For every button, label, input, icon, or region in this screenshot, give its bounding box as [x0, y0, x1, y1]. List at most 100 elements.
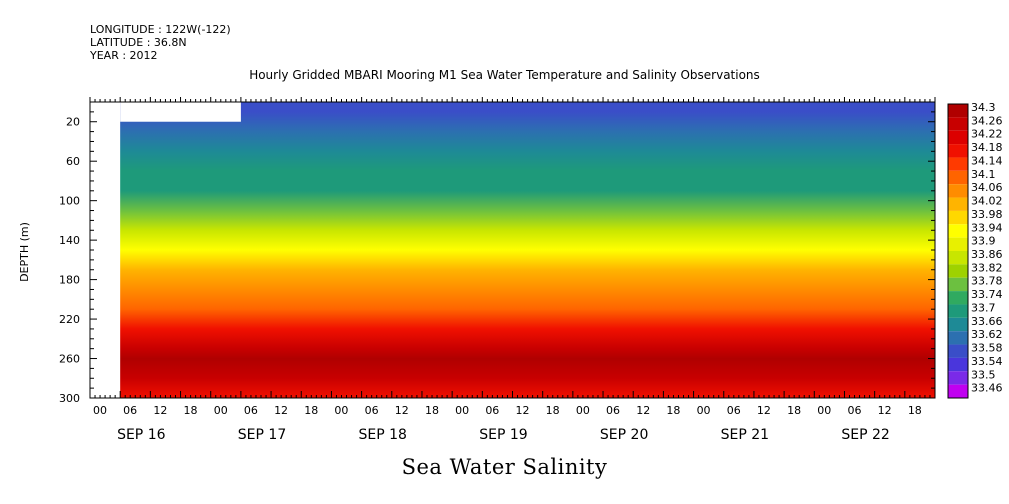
x-axis: 00 06 12 18 00 06 12 18 00 06 12 18 00 06 12 18 00 06 12 18… [89, 97, 936, 443]
x-hour-label: 18 [546, 404, 560, 417]
colorbar-label: 34.14 [971, 154, 1003, 167]
colorbar-swatch [948, 251, 968, 265]
colorbar-label: 33.5 [971, 368, 996, 381]
x-day-label: SEP 19 [479, 427, 527, 443]
colorbar-swatch [948, 184, 968, 198]
x-day-label: SEP 21 [721, 427, 769, 443]
x-hour-label: 00 [214, 404, 228, 417]
colorbar: 34.334.2634.2234.1834.1434.134.0634.0233… [947, 101, 1003, 399]
colorbar-label: 34.02 [971, 195, 1003, 208]
colorbar-swatch [948, 291, 968, 305]
colorbar-swatch [948, 331, 968, 345]
colorbar-label: 33.46 [971, 382, 1003, 395]
x-hour-label: 12 [153, 404, 167, 417]
y-tick-label: 260 [59, 353, 80, 366]
colorbar-swatch [948, 197, 968, 211]
colorbar-label: 33.58 [971, 342, 1003, 355]
x-hour-label: 18 [304, 404, 318, 417]
x-hour-label: 12 [274, 404, 288, 417]
x-hour-label: 06 [606, 404, 620, 417]
y-tick-label: 300 [59, 392, 80, 405]
missing-data-block [120, 102, 241, 122]
x-hour-label: 12 [878, 404, 892, 417]
colorbar-swatch [948, 224, 968, 238]
colorbar-label: 33.82 [971, 261, 1003, 274]
colorbar-label: 34.26 [971, 114, 1003, 127]
x-day-label: SEP 20 [600, 427, 648, 443]
x-hour-label: 00 [817, 404, 831, 417]
colorbar-label: 34.22 [971, 128, 1003, 141]
colorbar-swatch [948, 104, 968, 118]
colorbar-swatch [948, 371, 968, 385]
latitude-label: LATITUDE : 36.8N [90, 36, 187, 49]
x-hour-label: 18 [425, 404, 439, 417]
colorbar-label: 33.98 [971, 208, 1003, 221]
colorbar-label: 33.78 [971, 275, 1003, 288]
x-hour-label: 06 [365, 404, 379, 417]
colorbar-label: 33.94 [971, 221, 1003, 234]
x-hour-label: 12 [636, 404, 650, 417]
colorbar-swatch [948, 304, 968, 318]
x-day-label: SEP 17 [238, 427, 286, 443]
salinity-field [120, 102, 935, 398]
y-tick-label: 20 [66, 116, 80, 129]
colorbar-label: 34.18 [971, 141, 1003, 154]
x-day-label: SEP 22 [841, 427, 889, 443]
main-title: Sea Water Salinity [401, 455, 608, 479]
x-hour-label: 18 [787, 404, 801, 417]
colorbar-label: 33.86 [971, 248, 1003, 261]
contour-field [89, 101, 936, 399]
y-axis: 20 60 100 140 180 220 260 300 [59, 111, 935, 405]
y-tick-label: 140 [59, 234, 80, 247]
colorbar-swatch [948, 264, 968, 278]
y-tick-label: 220 [59, 313, 80, 326]
x-hour-label: 06 [244, 404, 258, 417]
x-hour-label: 00 [93, 404, 107, 417]
x-day-label: SEP 16 [117, 427, 166, 443]
colorbar-swatch [948, 237, 968, 251]
y-tick-label: 100 [59, 195, 80, 208]
colorbar-swatch [948, 277, 968, 292]
colorbar-swatch [948, 344, 968, 358]
x-hour-label: 18 [908, 404, 922, 417]
chart-title: Hourly Gridded MBARI Mooring M1 Sea Wate… [249, 68, 760, 82]
colorbar-label: 34.06 [971, 181, 1003, 194]
x-hour-label: 00 [334, 404, 348, 417]
colorbar-swatch [948, 130, 968, 145]
x-hour-label: 12 [757, 404, 771, 417]
year-label: YEAR : 2012 [90, 49, 158, 62]
colorbar-label: 33.62 [971, 328, 1003, 341]
x-hour-label: 06 [485, 404, 499, 417]
x-hour-label: 06 [847, 404, 861, 417]
x-hour-label: 06 [123, 404, 137, 417]
colorbar-swatch [948, 144, 968, 158]
x-hour-label: 18 [184, 404, 198, 417]
x-hour-label: 12 [516, 404, 530, 417]
x-hour-label: 00 [455, 404, 469, 417]
colorbar-swatch [948, 210, 968, 225]
x-hour-label: 00 [697, 404, 711, 417]
colorbar-frame [947, 103, 969, 399]
colorbar-label: 33.7 [971, 301, 996, 314]
x-day-label: SEP 18 [359, 427, 407, 443]
y-tick-label: 60 [66, 155, 80, 168]
colorbar-label: 34.1 [971, 168, 996, 181]
y-tick-label: 180 [59, 274, 80, 287]
colorbar-swatch [948, 357, 968, 372]
colorbar-label: 33.54 [971, 355, 1003, 368]
x-hour-label: 06 [727, 404, 741, 417]
colorbar-swatch [948, 317, 968, 332]
colorbar-label: 34.3 [971, 101, 996, 114]
x-hour-label: 00 [576, 404, 590, 417]
colorbar-label: 33.66 [971, 315, 1003, 328]
colorbar-swatch [948, 384, 968, 398]
colorbar-swatch [948, 170, 968, 185]
colorbar-label: 33.9 [971, 235, 996, 248]
x-hour-label: 12 [395, 404, 409, 417]
colorbar-swatch [948, 157, 968, 171]
colorbar-swatch [948, 117, 968, 131]
colorbar-label: 33.74 [971, 288, 1003, 301]
longitude-label: LONGITUDE : 122W(-122) [90, 23, 231, 36]
x-hour-label: 18 [666, 404, 680, 417]
